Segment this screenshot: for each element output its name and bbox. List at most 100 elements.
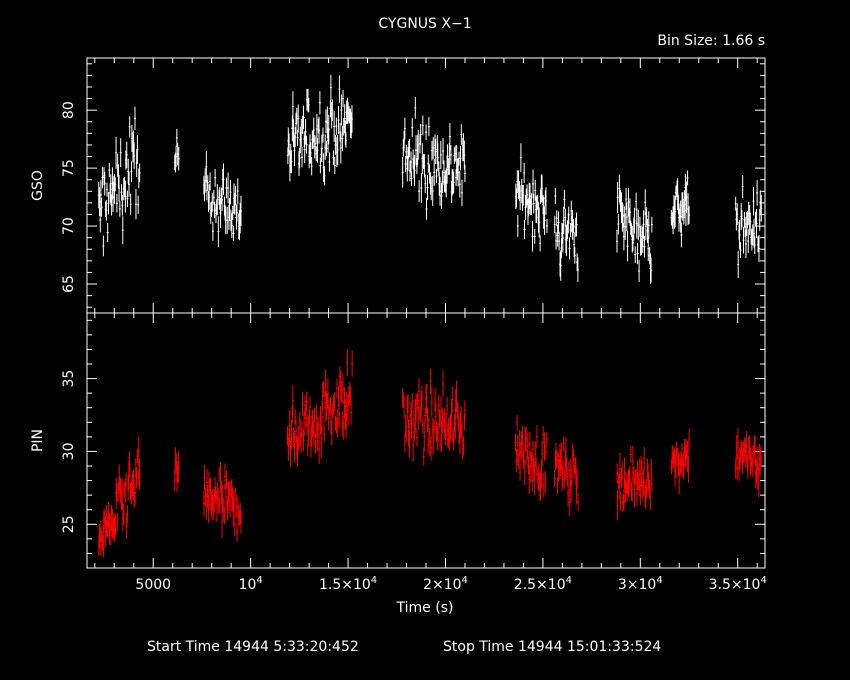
bin-size-label: Bin Size: 1.66 s	[657, 33, 765, 49]
data-point	[430, 387, 433, 418]
data-point	[616, 181, 619, 213]
data-point	[404, 156, 407, 172]
data-point	[288, 133, 291, 155]
data-point	[738, 220, 741, 250]
y-tick-label: 70	[61, 217, 77, 235]
data-point	[459, 145, 462, 171]
data-point	[108, 162, 111, 178]
data-point	[412, 149, 415, 169]
data-point	[434, 388, 437, 412]
data-point	[753, 219, 756, 248]
data-point	[310, 156, 313, 176]
data-point	[460, 124, 463, 145]
data-point	[553, 470, 556, 487]
data-point	[522, 184, 525, 206]
data-point	[439, 397, 442, 427]
data-point	[218, 497, 221, 514]
data-point	[515, 448, 518, 472]
data-point	[324, 109, 327, 134]
panel-frame	[86, 57, 766, 314]
y-tick-label: 25	[61, 515, 77, 533]
data-point	[128, 116, 131, 138]
data-point	[130, 161, 133, 183]
data-point	[615, 230, 618, 253]
data-point	[407, 146, 410, 171]
data-point	[314, 136, 317, 152]
data-point	[625, 471, 628, 493]
data-point	[318, 91, 321, 115]
data-point	[223, 463, 226, 490]
data-point	[112, 182, 115, 212]
data-point	[330, 420, 333, 446]
data-point	[424, 408, 427, 423]
data-point	[554, 187, 557, 205]
data-point	[440, 420, 443, 452]
x-tick-label: 2.5×104	[514, 575, 572, 593]
data-point	[427, 436, 430, 454]
data-point	[217, 488, 220, 514]
data-point	[526, 184, 529, 206]
data-point	[538, 207, 541, 238]
data-point	[351, 350, 354, 377]
data-point	[542, 425, 545, 444]
data-point	[573, 232, 576, 258]
data-point	[561, 223, 564, 253]
data-point	[734, 196, 737, 211]
data-point	[427, 117, 430, 137]
data-point	[289, 440, 292, 468]
data-point	[410, 407, 413, 440]
data-point	[109, 174, 112, 205]
data-point	[442, 137, 445, 165]
data-point	[294, 409, 297, 425]
data-point	[102, 235, 105, 257]
data-point	[98, 187, 101, 217]
data-point	[333, 391, 336, 411]
data-point	[544, 444, 547, 460]
data-point	[227, 172, 230, 204]
data-point	[409, 413, 412, 429]
data-point	[128, 451, 131, 478]
data-point	[541, 174, 544, 203]
data-point	[449, 414, 452, 443]
data-point	[426, 175, 429, 201]
data-point	[414, 96, 417, 119]
y-tick-label: 30	[61, 443, 77, 461]
data-point	[319, 157, 322, 174]
data-point	[523, 162, 526, 183]
data-point	[126, 190, 129, 207]
data-point	[569, 458, 572, 490]
data-point	[287, 437, 290, 461]
data-point	[99, 180, 102, 210]
data-point	[737, 250, 740, 278]
data-point	[535, 195, 538, 224]
data-point	[746, 455, 749, 479]
data-point	[320, 134, 323, 163]
data-point	[338, 75, 341, 103]
data-point	[209, 478, 212, 494]
data-point	[340, 94, 343, 126]
data-point	[564, 437, 567, 467]
data-point	[122, 503, 125, 526]
data-point	[236, 178, 239, 204]
data-point	[670, 459, 673, 475]
data-point	[340, 381, 343, 403]
data-point	[534, 180, 537, 201]
data-point	[562, 206, 565, 235]
data-point	[302, 429, 305, 452]
data-point	[304, 395, 307, 416]
data-point	[536, 194, 539, 210]
data-point	[644, 189, 647, 216]
data-point	[318, 434, 321, 465]
data-point	[336, 134, 339, 165]
data-point	[405, 421, 408, 442]
data-point	[432, 137, 435, 159]
data-point	[105, 505, 108, 537]
data-point	[523, 459, 526, 486]
data-point	[206, 175, 209, 190]
data-point	[736, 203, 739, 225]
data-point	[760, 194, 763, 222]
data-point	[323, 392, 326, 423]
data-point	[687, 455, 690, 483]
data-point	[462, 435, 465, 456]
data-point	[757, 467, 760, 498]
